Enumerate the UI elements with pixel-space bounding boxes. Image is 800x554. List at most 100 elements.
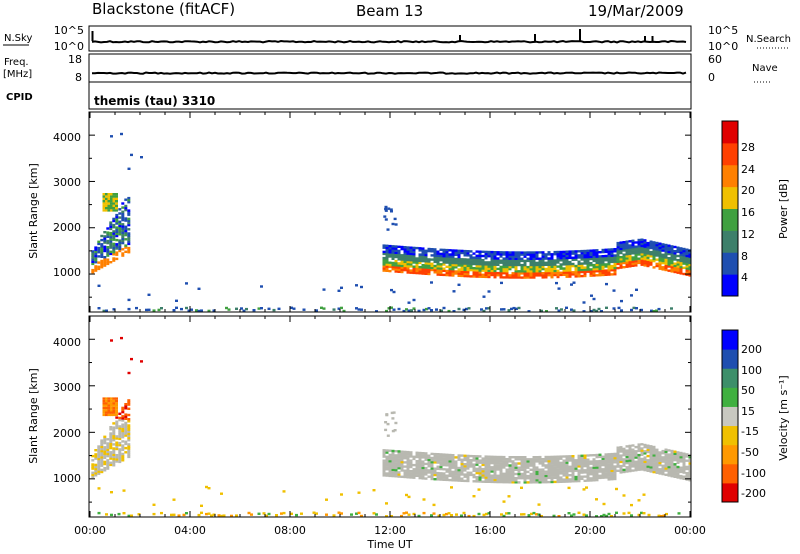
data-cell [565, 476, 569, 479]
data-cell [595, 472, 599, 476]
data-cell [418, 453, 422, 457]
data-cell [124, 204, 128, 208]
data-cell [616, 246, 620, 249]
data-cell [634, 249, 638, 252]
data-cell [430, 475, 434, 479]
data-cell [463, 254, 467, 257]
data-cell [409, 474, 413, 477]
data-cell [496, 257, 500, 260]
data-cell [685, 476, 689, 479]
data-cell [463, 274, 467, 278]
data-cell [652, 245, 656, 248]
data-cell [436, 478, 440, 481]
data-cell [100, 245, 104, 248]
data-cell [628, 250, 632, 253]
data-cell [586, 471, 590, 474]
data-cell [403, 260, 407, 263]
data-cell [117, 512, 121, 516]
data-cell [565, 467, 569, 471]
data-cell [637, 445, 641, 448]
data-cell [454, 468, 458, 472]
data-cell [595, 453, 599, 457]
data-cell [631, 469, 635, 472]
data-cell [664, 465, 668, 468]
data-cell [562, 459, 566, 462]
data-cell [679, 247, 683, 250]
data-cell [391, 245, 395, 248]
data-cell [102, 202, 106, 205]
data-cell [91, 454, 95, 458]
data-cell [391, 268, 395, 271]
data-cell [390, 515, 393, 518]
data-cell [105, 200, 108, 203]
data-cell [601, 248, 605, 252]
data-cell [484, 455, 488, 458]
data-cell [481, 250, 485, 253]
data-cell [403, 473, 407, 477]
data-cell [484, 472, 488, 475]
data-cell [625, 263, 629, 266]
data-cell [121, 235, 125, 238]
data-cell [505, 476, 509, 480]
data-cell [102, 404, 106, 407]
data-cell [622, 494, 626, 497]
data-cell [124, 208, 128, 212]
data-cell [421, 253, 425, 256]
data-cell [185, 306, 188, 310]
data-cell [121, 431, 125, 435]
data-cell [679, 253, 683, 256]
data-cell [655, 452, 659, 456]
data-cell [661, 253, 665, 256]
data-cell [478, 478, 482, 481]
data-cell [436, 254, 440, 257]
data-cell [106, 260, 110, 263]
data-cell [406, 269, 410, 272]
data-cell [517, 468, 521, 471]
data-cell [421, 460, 425, 463]
data-cell [115, 424, 119, 428]
data-cell [454, 460, 458, 463]
data-cell [445, 474, 449, 477]
data-cell [562, 474, 566, 477]
data-cell [430, 452, 434, 456]
data-cell [415, 453, 419, 457]
data-cell [105, 413, 108, 417]
data-cell [688, 251, 692, 254]
data-cell [616, 465, 620, 468]
data-cell [121, 457, 125, 460]
data-cell [382, 465, 386, 469]
data-cell [664, 461, 668, 464]
data-cell [110, 409, 113, 412]
data-cell [207, 487, 211, 490]
data-cell [118, 208, 122, 211]
data-cell [325, 513, 328, 516]
data-cell [586, 473, 590, 476]
data-cell [658, 457, 662, 460]
data-cell [535, 476, 539, 480]
data-cell [583, 260, 587, 263]
data-cell [612, 307, 616, 310]
data-cell [103, 469, 107, 472]
data-cell [613, 473, 617, 476]
data-cell [466, 260, 470, 263]
data-cell [570, 308, 573, 311]
data-cell [388, 265, 392, 269]
data-cell [448, 263, 452, 267]
data-cell [508, 479, 512, 482]
data-cell [94, 254, 98, 258]
data-cell [592, 257, 596, 260]
data-cell [640, 464, 644, 467]
data-cell [544, 470, 548, 473]
data-cell [385, 459, 389, 463]
data-cell [577, 270, 581, 274]
data-cell [667, 474, 671, 477]
data-cell [526, 464, 530, 467]
data-cell [412, 307, 416, 310]
data-cell [207, 512, 211, 515]
data-cell [400, 467, 404, 470]
data-cell [619, 464, 623, 468]
data-cell [100, 447, 104, 451]
data-cell [478, 252, 482, 255]
data-cell [655, 243, 659, 247]
data-cell [646, 250, 650, 253]
